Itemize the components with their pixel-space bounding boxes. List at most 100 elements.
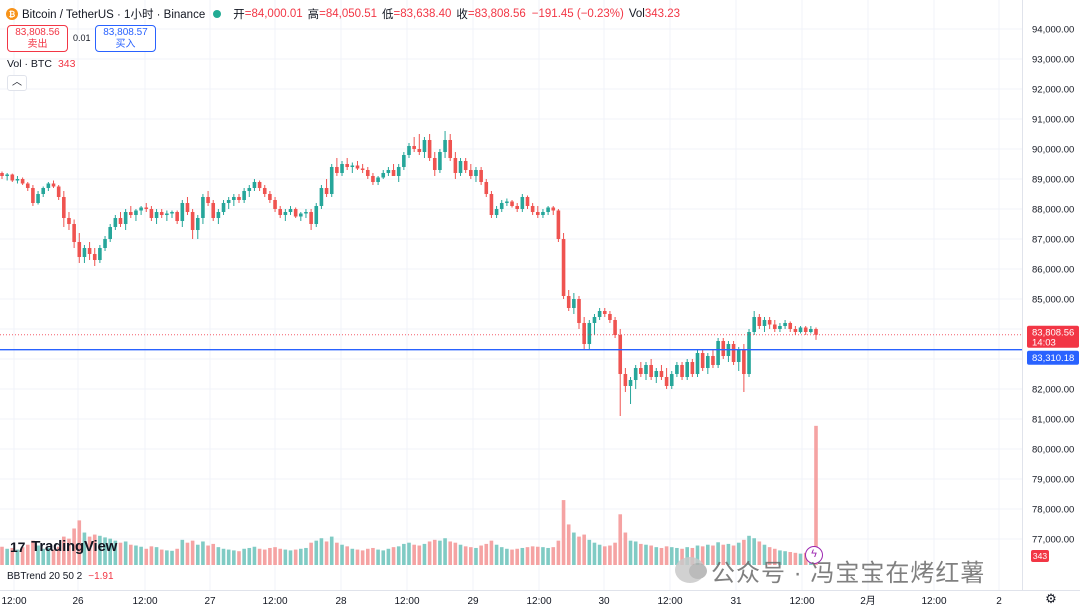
bitcoin-icon: ₿ [6,8,18,20]
volume-bar [706,544,710,565]
volume-bar [159,549,164,565]
volume-bar [499,547,504,565]
candle-body [144,207,149,209]
countdown-label: 14:03 [1032,338,1056,349]
candle-body [649,365,653,377]
buy-button[interactable]: 83,808.57 买入 [95,25,156,52]
chevron-up-icon[interactable]: ︿ [7,75,27,91]
candle-body [520,197,525,209]
vol-label: Vol [628,8,645,20]
candle-body [639,368,643,374]
volume-bar [628,540,633,565]
candle-body [474,170,478,176]
volume-bar [386,548,391,565]
candle-body [247,188,252,191]
volume-bar [530,546,535,565]
candle-body [304,212,308,214]
volume-bar [242,548,246,565]
candle-body [165,213,169,215]
x-tick-label: 12:00 [921,596,946,607]
candle-body [556,210,561,239]
last-price-tag [1027,325,1079,348]
low-label: 低 [382,9,394,21]
candle-body [31,188,35,203]
y-tick-label: 85,000.00 [1032,295,1074,306]
candle-body [711,356,715,365]
candle-body [273,200,277,209]
volume-bar [443,538,447,565]
volume-bar [31,540,35,565]
volume-bar [633,541,638,565]
candle-body [5,174,9,176]
tradingview-logo-text: TradingView [31,538,118,555]
candle-body [123,212,128,224]
candle-body [700,353,705,368]
y-tick-label: 92,000.00 [1032,85,1074,96]
candle-body [623,374,628,386]
volume-bar [268,547,272,565]
candle-body [427,140,432,158]
candle-body [257,182,262,188]
volume-bar [793,552,798,565]
volume-bar [293,549,298,565]
volume-bar [469,547,473,565]
volume-bar [299,548,303,565]
candle-body [201,197,205,218]
volume-bar [252,546,257,565]
watermark-text: 公众号 · 冯宝宝在烤红薯 [711,559,986,587]
volume-bar [613,542,617,565]
candle-body [731,344,736,362]
y-tick-label: 94,000.00 [1032,25,1074,36]
horizontal-line-tag [1027,350,1079,365]
candle-body [381,173,386,178]
candle-body [551,207,556,211]
candle-body [98,248,102,260]
volume-bar [5,548,9,565]
candle-body [87,248,92,254]
candle-body [226,200,231,203]
volume-bar [690,547,695,565]
volume-bar [602,546,607,565]
volume-bar [520,547,525,565]
symbol-title[interactable]: Bitcoin / TetherUS · 1小时 · Binance [22,9,206,21]
volume-bar [232,550,236,565]
candle-body [736,350,741,362]
bbtrend-legend[interactable]: BBTrend 20 50 2 −1.91 [7,571,114,582]
volume-bar [319,538,324,565]
volume-bar [25,544,30,565]
volume-bar [190,540,195,565]
volume-bar [128,544,133,565]
volume-bar [412,544,416,565]
horizontal-line-label: 83,310.18 [1032,353,1074,364]
y-tick-label: 88,000.00 [1032,205,1074,216]
candle-body [72,224,76,242]
volume-bar [546,547,550,565]
volume-bar [623,532,628,565]
candle-body [36,194,40,203]
volume-last-tag: 343 [1031,550,1049,562]
candle-body [216,212,221,218]
volume-bar [767,547,772,565]
volume-legend[interactable]: Vol · BTC 343 [7,58,75,70]
candle-body [633,368,638,380]
volume-bar [736,542,741,565]
candle-body [505,201,509,203]
volume-bar [762,544,767,565]
lightning-icon[interactable]: ϟ [805,546,823,564]
volume-bar [165,550,169,565]
candle-body [309,212,313,224]
sell-button[interactable]: 83,808.56 卖出 [7,25,68,52]
candle-body [484,182,489,194]
volume-bar [479,545,483,565]
volume-bar [587,539,592,565]
gear-icon[interactable]: ⚙ [1045,591,1057,606]
volume-bar [67,538,71,565]
y-tick-label: 90,000.00 [1032,145,1074,156]
buy-label: 买入 [115,39,136,50]
volume-bar [77,520,82,565]
candle-body [608,314,612,320]
y-tick-label: 78,000.00 [1032,505,1074,516]
candle-body [134,210,138,215]
